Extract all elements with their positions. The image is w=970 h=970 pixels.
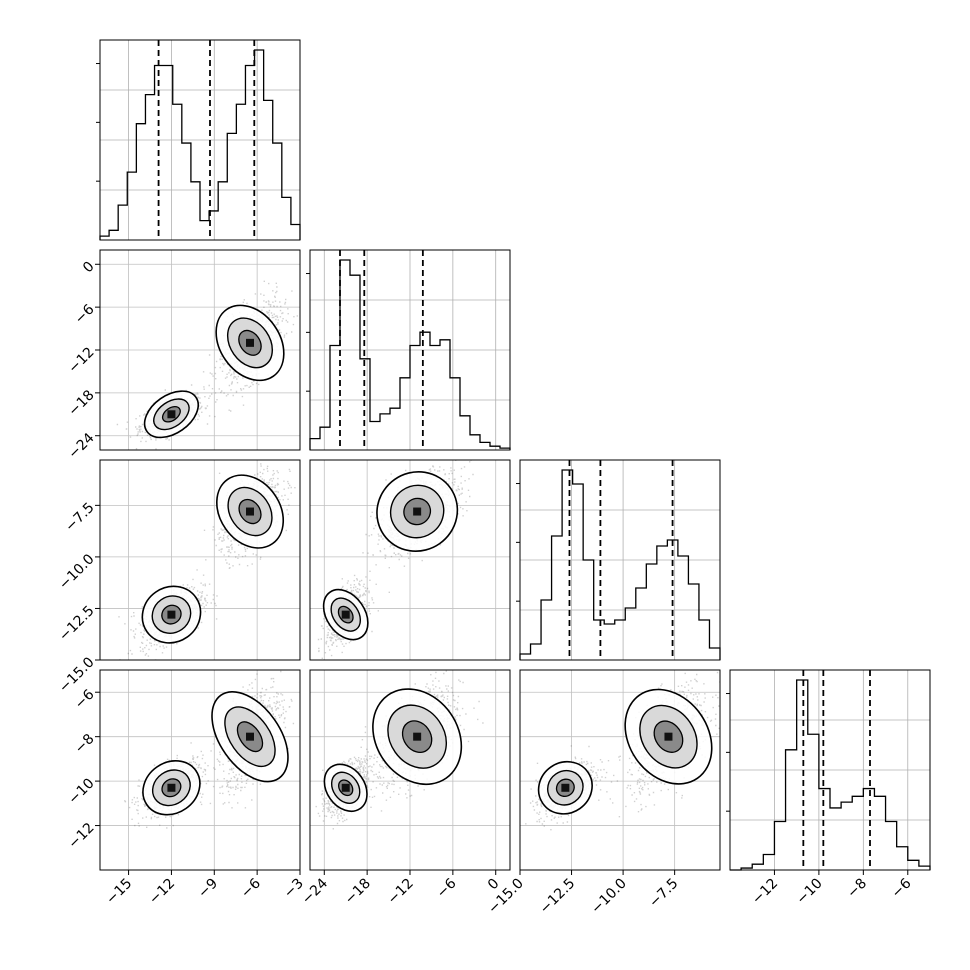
x-tick-label: −8 bbox=[844, 876, 870, 902]
density-peak bbox=[561, 783, 570, 792]
y-tick-label: −6 bbox=[72, 301, 98, 327]
x-tick-label: −12.5 bbox=[537, 876, 579, 918]
y-tick-label: 0 bbox=[80, 259, 98, 277]
density-peak bbox=[167, 783, 176, 792]
scatter-panel-3-2 bbox=[519, 669, 721, 871]
hist-panel-2 bbox=[516, 459, 721, 661]
y-tick-label: −24 bbox=[65, 430, 97, 462]
axes-frame bbox=[309, 459, 511, 661]
axes-frame bbox=[99, 669, 301, 871]
y-tick-label: −10 bbox=[65, 775, 97, 807]
panel-content bbox=[520, 670, 720, 870]
axes-frame bbox=[729, 669, 931, 871]
y-tick-label: −12 bbox=[65, 820, 97, 852]
x-tick-label: −10.0 bbox=[588, 876, 630, 918]
y-tick-label: −10.0 bbox=[56, 551, 98, 593]
density-peak bbox=[341, 610, 350, 619]
x-tick-label: −15 bbox=[103, 876, 135, 908]
x-tick-label: −24 bbox=[299, 875, 331, 907]
x-tick-label: −6 bbox=[434, 875, 460, 901]
scatter-panel-2-0 bbox=[99, 459, 301, 661]
density-peak bbox=[167, 610, 176, 619]
scatter-panel-1-0 bbox=[99, 249, 301, 451]
panel-content bbox=[100, 670, 300, 870]
y-tick-label: −18 bbox=[65, 387, 97, 419]
axes-frame bbox=[309, 249, 511, 451]
density-peak bbox=[341, 783, 350, 792]
x-tick-label: −18 bbox=[342, 876, 374, 908]
panel-content bbox=[310, 460, 510, 660]
scatter-panel-3-0 bbox=[99, 669, 301, 871]
x-tick-label: −12 bbox=[146, 876, 178, 908]
panel-content bbox=[100, 460, 300, 660]
hist-panel-0 bbox=[96, 39, 301, 241]
y-tick-label: −12.5 bbox=[56, 603, 98, 645]
hist-panel-3 bbox=[726, 669, 931, 871]
density-peak bbox=[246, 338, 254, 347]
y-tick-label: −15.0 bbox=[56, 654, 98, 696]
x-tick-label: −6 bbox=[889, 875, 915, 901]
density-peak bbox=[167, 410, 176, 419]
panel-content bbox=[100, 250, 300, 450]
axes-frame bbox=[99, 459, 301, 661]
x-tick-label: −12 bbox=[385, 876, 417, 908]
density-peak bbox=[246, 732, 254, 741]
axes-frame bbox=[99, 39, 301, 241]
x-tick-label: −9 bbox=[195, 876, 221, 902]
hist-panel-1 bbox=[306, 249, 511, 451]
y-tick-label: −12 bbox=[65, 344, 97, 376]
y-tick-label: −7.5 bbox=[62, 500, 97, 535]
axes-frame bbox=[519, 459, 721, 661]
y-tick-label: −6 bbox=[72, 687, 98, 713]
x-tick-label: −12 bbox=[749, 876, 781, 908]
panel-content bbox=[310, 670, 510, 870]
histogram-step bbox=[730, 679, 931, 871]
scatter-panel-2-1 bbox=[309, 459, 511, 661]
histogram-step bbox=[99, 49, 301, 240]
y-tick-label: −8 bbox=[72, 731, 98, 757]
x-tick-label: −10 bbox=[794, 876, 826, 908]
axes-frame bbox=[519, 669, 721, 871]
density-peak bbox=[246, 507, 254, 516]
density-peak bbox=[413, 507, 422, 516]
x-tick-label: −7.5 bbox=[646, 876, 681, 911]
histogram-step bbox=[519, 469, 721, 660]
density-peak bbox=[664, 732, 673, 741]
density-peak bbox=[413, 732, 422, 741]
x-tick-label: −6 bbox=[238, 875, 264, 901]
scatter-panel-3-1 bbox=[309, 669, 511, 871]
